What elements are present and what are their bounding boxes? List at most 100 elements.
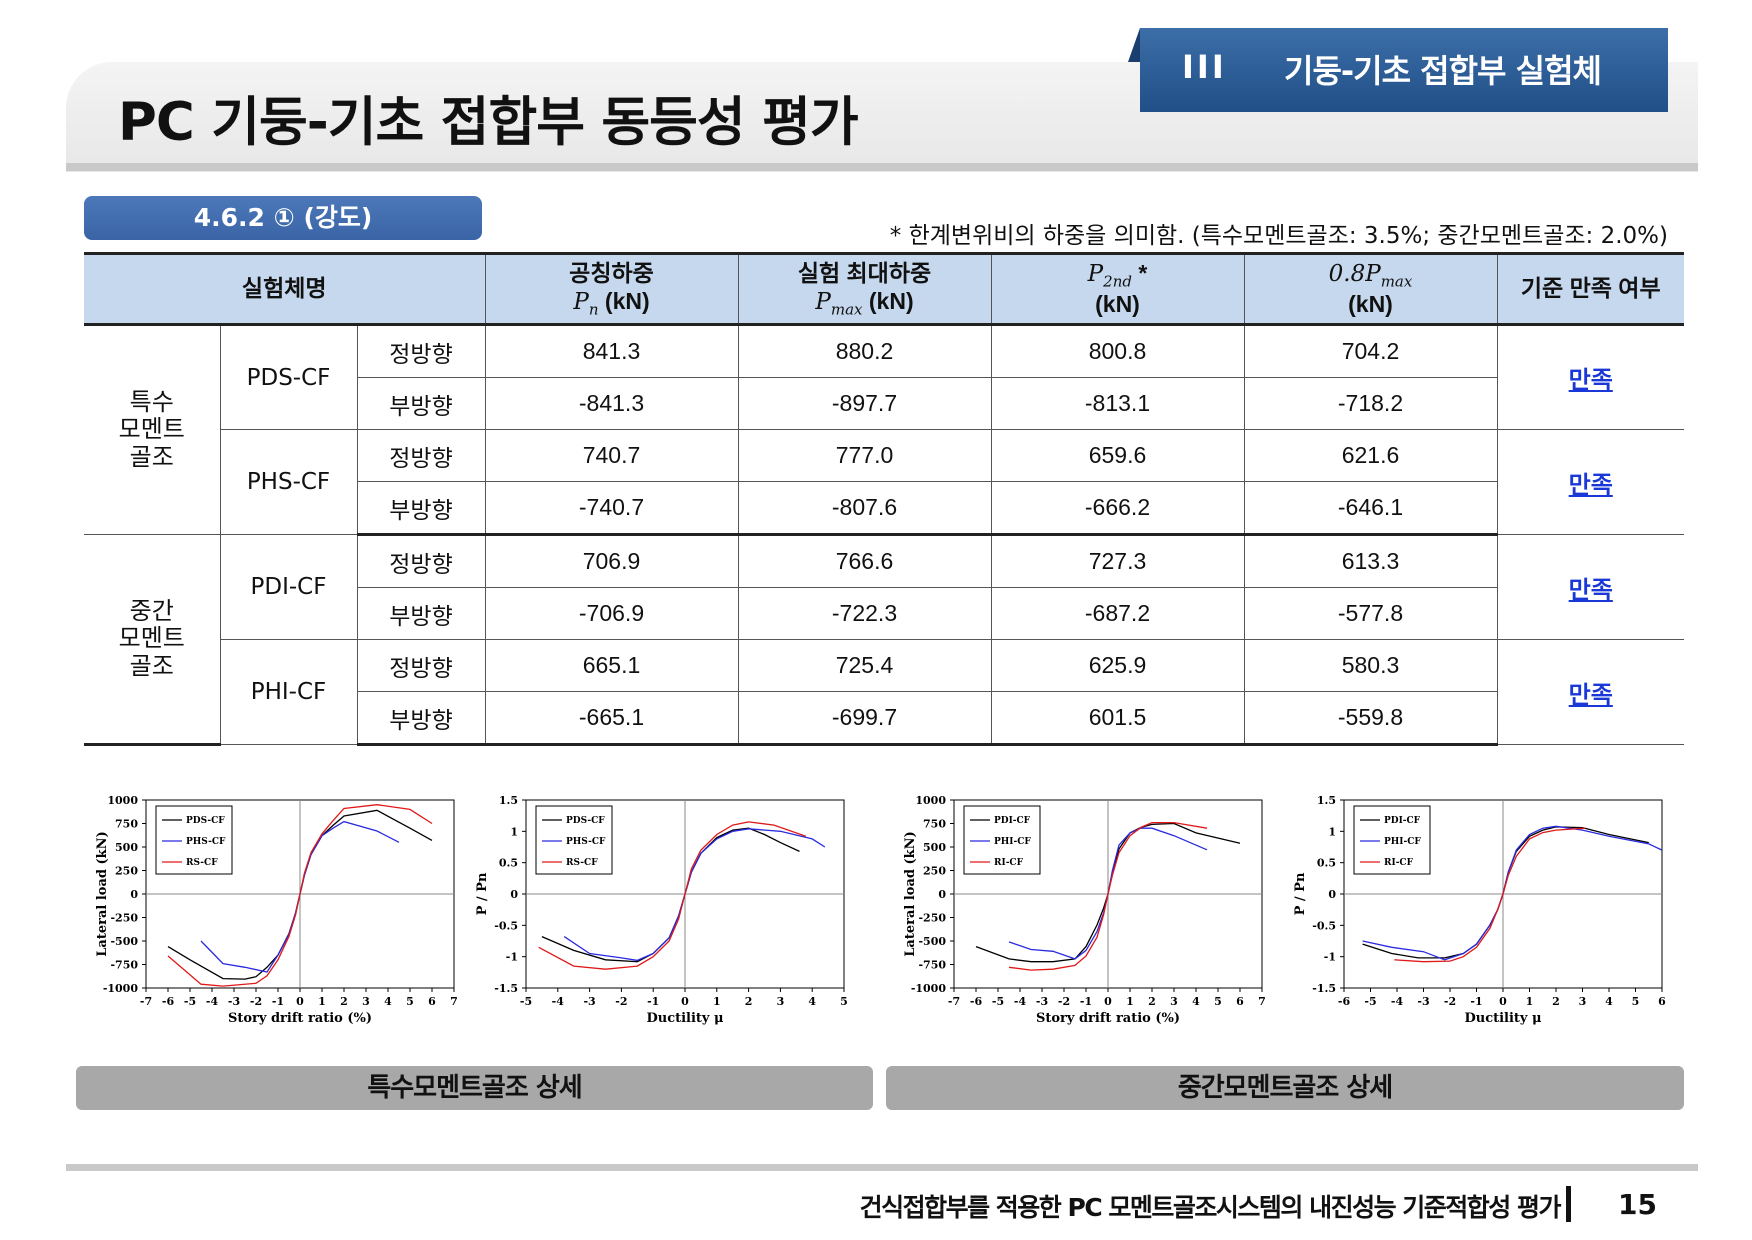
x-axis-label: Story drift ratio (%) <box>1036 1011 1180 1026</box>
x-tick-label: 5 <box>840 995 848 1008</box>
legend-box <box>535 805 613 875</box>
header-08pmax: 0.8Pmax (kN) <box>1243 252 1497 326</box>
chart-special-ductility: -5 -4 -3 -2 -1 0 1 2 3 4 5 1.5 1 0.5 0 -0.5 -1 -1.5 Ductil… <box>472 788 852 1038</box>
x-tick-label: -4 <box>552 995 565 1008</box>
x-tick-label: -6 <box>1338 995 1351 1008</box>
header-p2nd: P2nd * (kN) <box>990 252 1244 326</box>
header-nominal: 공칭하중 Pn (kN) <box>484 252 738 326</box>
chart-intermediate-ductility: -6 -5 -4 -3 -2 -1 0 1 2 3 4 5 6 1.5 1 0.5 0 -0.5 -1 -1.5 Duc… <box>1290 788 1670 1038</box>
x-tick-label: -4 <box>206 995 219 1008</box>
x-tick-label: 1 <box>713 995 721 1008</box>
legend-label: PDS-CF <box>566 816 605 826</box>
caption-intermediate: 중간모멘트골조 상세 <box>886 1066 1684 1110</box>
legend-label: RS-CF <box>566 858 598 868</box>
x-tick-label: -3 <box>583 995 595 1008</box>
x-tick-label: 5 <box>1214 995 1222 1008</box>
value-cell-p08: -646.1 <box>1243 481 1497 536</box>
value-cell-p2nd: -666.2 <box>990 481 1244 536</box>
footer-line <box>66 1164 1698 1171</box>
y-axis-label: P / Pn <box>1293 872 1308 915</box>
x-tick-label: -1 <box>1470 995 1482 1008</box>
legend-box <box>1353 805 1431 875</box>
y-tick-label: -250 <box>918 912 946 925</box>
header-max: 실험 최대하중 Pmax (kN) <box>737 252 991 326</box>
subsection-badge: 4.6.2 ① (강도) <box>84 196 482 240</box>
x-axis-label: Ductility μ <box>646 1011 724 1026</box>
x-tick-label: 7 <box>1258 995 1266 1008</box>
value-cell-p08: 613.3 <box>1243 534 1497 588</box>
x-axis-label: Ductility μ <box>1464 1011 1542 1026</box>
y-tick-label: -250 <box>110 912 138 925</box>
value-cell-pmax: -897.7 <box>737 377 991 430</box>
value-cell-pmax: -722.3 <box>737 587 991 640</box>
y-axis-label: Lateral load (kN) <box>95 831 110 956</box>
header-specimen: 실험체명 <box>84 252 485 326</box>
x-tick-label: 0 <box>681 995 689 1008</box>
section-name: 기둥-기초 접합부 실험체 <box>1284 52 1602 90</box>
system-cell: 특수 모멘트 골조 <box>84 324 220 535</box>
criteria-cell: 만족 <box>1496 324 1684 430</box>
value-cell-p08: -559.8 <box>1243 691 1497 746</box>
x-tick-label: -1 <box>647 995 659 1008</box>
y-tick-label: 250 <box>115 865 138 878</box>
satisfied-link[interactable]: 만족 <box>1568 680 1613 709</box>
value-cell-p08: -577.8 <box>1243 587 1497 640</box>
x-tick-label: -7 <box>948 995 960 1008</box>
table-row: 부방향 -841.3 -897.7 -813.1 -718.2 <box>84 377 1684 430</box>
criteria-cell: 만족 <box>1496 429 1684 535</box>
table-row: 부방향 -665.1 -699.7 601.5 -559.8 <box>84 691 1684 746</box>
section-number: III <box>1182 48 1227 86</box>
x-tick-label: 6 <box>1236 995 1244 1008</box>
satisfied-link[interactable]: 만족 <box>1568 575 1613 604</box>
y-tick-label: 0 <box>510 888 518 901</box>
criteria-cell: 만족 <box>1496 639 1684 745</box>
x-tick-label: 6 <box>1658 995 1666 1008</box>
series-line-rs-cf <box>538 821 807 970</box>
legend-label: RS-CF <box>186 858 218 868</box>
satisfied-link[interactable]: 만족 <box>1568 470 1613 499</box>
y-tick-label: -750 <box>918 959 946 972</box>
value-cell-p08: 621.6 <box>1243 429 1497 482</box>
y-tick-label: -1 <box>1324 951 1336 964</box>
x-tick-label: 1 <box>318 995 326 1008</box>
y-tick-label: 1.5 <box>499 794 518 807</box>
x-tick-label: 5 <box>406 995 414 1008</box>
x-tick-label: 2 <box>745 995 753 1008</box>
y-tick-label: 1 <box>1328 825 1336 838</box>
table-row: 부방향 -706.9 -722.3 -687.2 -577.8 <box>84 587 1684 640</box>
x-tick-label: -2 <box>250 995 262 1008</box>
x-tick-label: -2 <box>615 995 627 1008</box>
x-tick-label: 5 <box>1632 995 1640 1008</box>
legend-label: PHI-CF <box>1384 837 1421 847</box>
x-tick-label: -4 <box>1391 995 1404 1008</box>
x-tick-label: 3 <box>1170 995 1178 1008</box>
series-line-rs-cf <box>167 804 433 987</box>
y-tick-label: -1 <box>506 951 518 964</box>
x-tick-label: 1 <box>1526 995 1534 1008</box>
specimen-name-cell: PDS-CF <box>219 324 357 430</box>
footnote: * 한계변위비의 하중을 의미함. (특수모멘트골조: 3.5%; 중간모멘트골… <box>889 223 1668 249</box>
x-tick-label: -6 <box>970 995 983 1008</box>
direction-cell: 정방향 <box>356 639 485 692</box>
strength-table: 실험체명 공칭하중 Pn (kN) 실험 최대하중 Pmax (kN) P2nd… <box>84 252 1684 746</box>
criteria-cell: 만족 <box>1496 534 1684 640</box>
satisfied-link[interactable]: 만족 <box>1568 366 1613 394</box>
legend-box <box>963 805 1041 875</box>
x-tick-label: 7 <box>450 995 458 1008</box>
x-tick-label: -1 <box>1080 995 1092 1008</box>
footer-separator <box>1566 1186 1571 1222</box>
direction-cell: 부방향 <box>356 481 485 536</box>
x-tick-label: 0 <box>1104 995 1112 1008</box>
value-cell-pmax: 725.4 <box>737 639 991 692</box>
x-tick-label: -2 <box>1444 995 1456 1008</box>
direction-cell: 부방향 <box>356 377 485 430</box>
value-cell-p08: 704.2 <box>1243 324 1497 378</box>
y-tick-label: 1000 <box>107 794 138 807</box>
x-tick-label: 1 <box>1126 995 1134 1008</box>
direction-cell: 정방향 <box>356 534 485 588</box>
value-cell-p2nd: 800.8 <box>990 324 1244 378</box>
x-tick-label: -3 <box>1036 995 1048 1008</box>
footer-text: 건식접합부를 적용한 PC 모멘트골조시스템의 내진성능 기준적합성 평가 <box>859 1193 1562 1222</box>
caption-special: 특수모멘트골조 상세 <box>76 1066 873 1110</box>
legend-label: PDI-CF <box>1384 816 1421 826</box>
